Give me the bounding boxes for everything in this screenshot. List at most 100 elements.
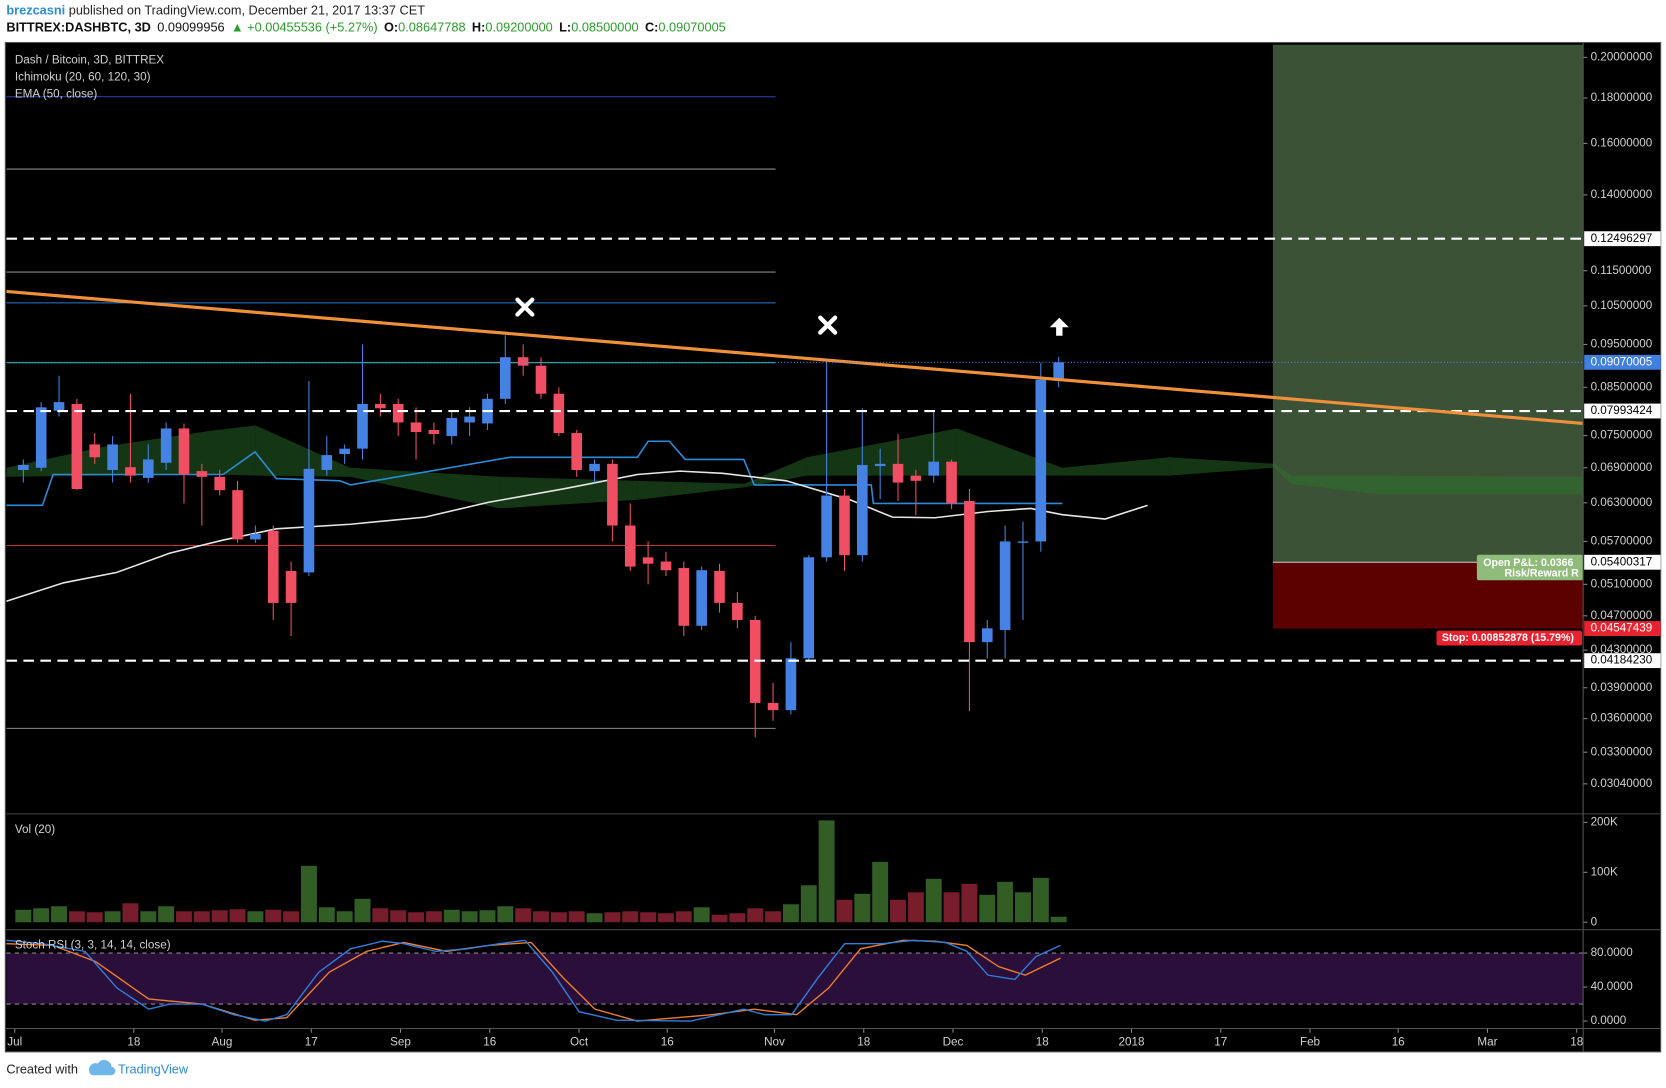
candle-body xyxy=(1053,362,1064,381)
candle-body xyxy=(178,428,190,475)
y-tick-label: 0.05700000 xyxy=(1591,534,1653,547)
published: published on TradingView.com, December 2… xyxy=(65,3,425,18)
x-tick-label: Feb xyxy=(1300,1035,1320,1048)
change: ▲ +0.00455536 (+5.27%) xyxy=(231,20,378,35)
candle-body xyxy=(142,459,154,478)
volume-bar xyxy=(1050,916,1067,923)
profit-zone xyxy=(1272,44,1584,563)
rr-label: Risk/Reward R xyxy=(1505,568,1580,580)
candle-body xyxy=(464,416,475,423)
candle-body xyxy=(35,407,47,468)
volume-bar xyxy=(68,911,85,923)
stop-tag: 0.04547439 xyxy=(1591,622,1653,635)
volume-bar xyxy=(283,911,300,923)
y-tick-label: 0.09500000 xyxy=(1591,338,1653,351)
y-tick-label: 0.05100000 xyxy=(1591,577,1653,590)
x-tick-label: 18 xyxy=(127,1035,140,1048)
x-tick-label: 18 xyxy=(857,1035,870,1048)
candle-body xyxy=(89,444,101,458)
author[interactable]: brezcasni xyxy=(6,3,65,18)
candle-body xyxy=(607,463,618,526)
candle-body xyxy=(499,357,511,399)
volume-bar xyxy=(729,913,746,923)
ichimoku-cloud xyxy=(1274,463,1291,484)
candle-body xyxy=(517,357,529,366)
candle-body xyxy=(714,570,725,603)
volume-bar xyxy=(390,910,407,923)
y-tick-label: 0.04700000 xyxy=(1591,609,1653,622)
volume-bar xyxy=(818,820,835,923)
candle-body xyxy=(375,404,386,409)
y-tick-label: 0.20000000 xyxy=(1591,50,1653,63)
candle-body xyxy=(446,417,458,437)
volume-bar xyxy=(33,908,50,923)
volume-bar xyxy=(997,881,1014,923)
volume-bar xyxy=(15,909,32,923)
volume-tick-label: 0 xyxy=(1591,915,1598,928)
y-tick-label: 0.06900000 xyxy=(1591,461,1653,474)
entry-tag: 0.05400317 xyxy=(1591,555,1653,568)
ohlc-key: H: xyxy=(472,20,485,35)
footer-brand[interactable]: TradingView xyxy=(118,1061,189,1076)
x-tick-label: Oct xyxy=(570,1035,589,1048)
candle-body xyxy=(107,444,118,470)
stoch-tick-label: 40.0000 xyxy=(1591,980,1634,993)
legend-volume: Vol (20) xyxy=(15,823,55,836)
trendline xyxy=(6,289,1584,425)
candle-body xyxy=(874,463,886,467)
ohlc-value: 0.09200000 xyxy=(485,20,552,35)
ohlc-value: 0.08647788 xyxy=(398,20,465,35)
volume-bar xyxy=(961,883,978,923)
candle-body xyxy=(410,422,422,433)
volume-bar xyxy=(515,908,532,923)
volume-bar xyxy=(372,908,389,923)
current-price-tag: 0.09070005 xyxy=(1591,355,1653,368)
volume-bar xyxy=(568,911,585,923)
volume-bar xyxy=(640,912,657,923)
current-price-tag-box xyxy=(1584,354,1661,370)
pnl-box xyxy=(1476,554,1584,581)
last-price: 0.09099956 xyxy=(157,20,224,35)
volume-bar xyxy=(675,911,692,923)
volume-bar xyxy=(176,911,192,923)
volume-bar xyxy=(979,894,996,923)
volume-bar xyxy=(247,911,264,923)
y-tick-label: 0.03900000 xyxy=(1591,681,1653,694)
volume-bar xyxy=(479,910,496,923)
x-tick-label: Aug xyxy=(212,1035,233,1048)
candle-body xyxy=(839,495,850,556)
volume-bar xyxy=(1032,877,1049,923)
candle-body xyxy=(125,467,136,476)
x-marker xyxy=(818,315,838,335)
stoch-tick-label: 80.0000 xyxy=(1591,946,1634,959)
x-tick-label: Dec xyxy=(943,1035,964,1048)
ichimoku-cloud xyxy=(499,476,638,509)
x-tick-label: 16 xyxy=(1392,1035,1405,1048)
candle-body xyxy=(232,490,243,540)
volume-bar xyxy=(354,898,371,923)
volume-bar xyxy=(782,904,799,923)
volume-bar xyxy=(122,903,139,923)
candle-body xyxy=(642,557,654,564)
volume-bar xyxy=(586,913,603,923)
volume-bar xyxy=(51,906,68,923)
y-tick-label: 0.11500000 xyxy=(1591,264,1652,277)
volume-bar xyxy=(158,906,175,923)
level-tag: 0.07993424 xyxy=(1591,404,1653,417)
pnl-label: Open P&L: 0.0366 xyxy=(1483,557,1573,569)
candle-body xyxy=(964,500,975,643)
volume-bar xyxy=(693,907,710,923)
volume-bar xyxy=(800,885,817,923)
level-tag-box xyxy=(1584,653,1661,669)
volume-bar xyxy=(86,912,103,923)
ohlc-key: L: xyxy=(559,20,571,35)
candle-body xyxy=(803,557,815,659)
candle-body xyxy=(910,475,922,481)
volume-bar xyxy=(550,912,567,923)
volume-bar xyxy=(140,911,157,923)
stoch-tick-label: 0.0000 xyxy=(1591,1014,1627,1027)
candle-body xyxy=(303,468,315,573)
stop-label: Stop: 0.00852878 (15.79%) xyxy=(1442,632,1574,644)
ichimoku-cloud xyxy=(806,428,957,476)
